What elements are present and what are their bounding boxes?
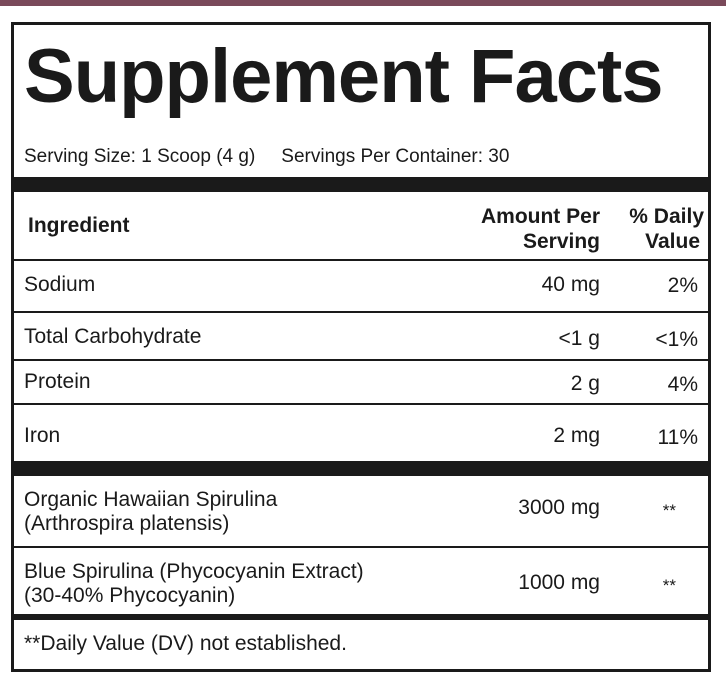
header-dv-line1: % Daily <box>629 205 704 228</box>
nutrient-amount: <1 g <box>558 327 600 350</box>
footnote: **Daily Value (DV) not established. <box>24 632 347 655</box>
ingredient-dv: ** <box>662 501 676 520</box>
servings-per-container: Servings Per Container: 30 <box>281 146 510 167</box>
nutrient-dv: 2% <box>667 274 698 297</box>
nutrient-amount: 40 mg <box>541 273 600 296</box>
header-dv-line2: Value <box>645 230 700 253</box>
serving-size: Serving Size: 1 Scoop (4 g) <box>24 146 256 167</box>
ingredient-amount: 3000 mg <box>518 496 600 519</box>
footer-divider <box>14 614 708 620</box>
nutrient-name: Protein <box>24 370 91 393</box>
nutrient-amount: 2 mg <box>553 424 600 447</box>
ingredient-name-line2: (30-40% Phycocyanin) <box>24 584 236 607</box>
ingredient-dv: ** <box>662 576 676 595</box>
header-amount-line1: Amount Per <box>480 205 600 228</box>
panel-title: Supplement Facts <box>24 34 664 119</box>
supplement-facts-panel: Supplement Facts Serving Size: 1 Scoop (… <box>11 22 711 672</box>
ingredient-name-line1: Blue Spirulina (Phycocyanin Extract) <box>24 560 364 583</box>
nutrient-name: Total Carbohydrate <box>24 325 202 348</box>
row-divider <box>14 546 708 548</box>
ingredient-amount: 1000 mg <box>518 571 600 594</box>
header-ingredient: Ingredient <box>28 214 130 237</box>
nutrient-dv: <1% <box>655 328 698 351</box>
ingredient-name-line1: Organic Hawaiian Spirulina <box>24 488 278 511</box>
header-divider-thick <box>14 177 708 192</box>
nutrient-dv: 4% <box>667 373 698 396</box>
ingredient-name-line2: (Arthrospira platensis) <box>24 512 230 535</box>
row-divider <box>14 359 708 361</box>
nutrient-name: Sodium <box>24 273 96 296</box>
nutrient-dv: 11% <box>657 426 698 449</box>
top-accent-bar <box>0 0 726 6</box>
row-divider <box>14 403 708 405</box>
row-divider <box>14 311 708 313</box>
row-divider <box>14 259 708 261</box>
header-amount-line2: Serving <box>522 230 600 253</box>
section-divider-thick <box>14 461 708 476</box>
nutrient-name: Iron <box>24 424 61 447</box>
serving-info: Serving Size: 1 Scoop (4 g) Servings Per … <box>24 146 509 168</box>
nutrient-amount: 2 g <box>570 372 600 395</box>
